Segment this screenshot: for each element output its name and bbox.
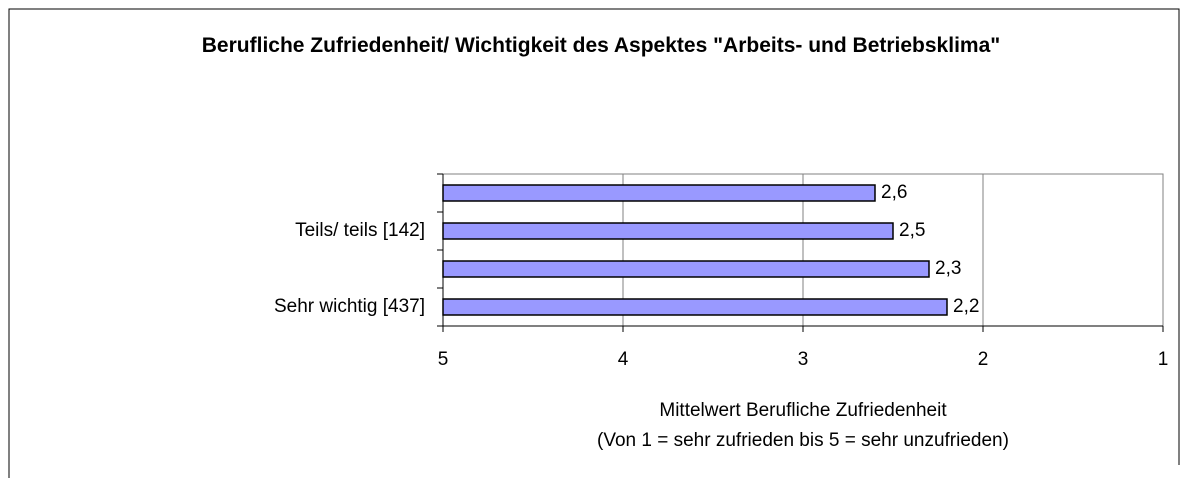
x-tick-label: 3	[798, 349, 809, 370]
x-tick-label: 5	[438, 349, 449, 370]
y-tick-label: Sehr wichtig [437]	[274, 296, 425, 317]
value-label: 2,2	[953, 296, 979, 317]
x-axis-label: Mittelwert Berufliche Zufriedenheit	[659, 400, 947, 421]
bar	[442, 184, 876, 202]
chart-title: Berufliche Zufriedenheit/ Wichtigkeit de…	[201, 34, 1001, 57]
bar	[442, 260, 930, 278]
x-tick-label: 4	[618, 349, 629, 370]
value-label: 2,6	[881, 182, 907, 203]
bar	[442, 222, 894, 240]
value-label: 2,3	[935, 258, 961, 279]
bar	[442, 298, 948, 316]
value-label: 2,5	[899, 220, 925, 241]
x-axis-label: (Von 1 = sehr zufrieden bis 5 = sehr unz…	[597, 430, 1009, 451]
x-tick-label: 1	[1158, 349, 1169, 370]
y-tick-label: Teils/ teils [142]	[295, 220, 425, 241]
chart-frame	[8, 8, 1180, 478]
x-tick-label: 2	[978, 349, 989, 370]
